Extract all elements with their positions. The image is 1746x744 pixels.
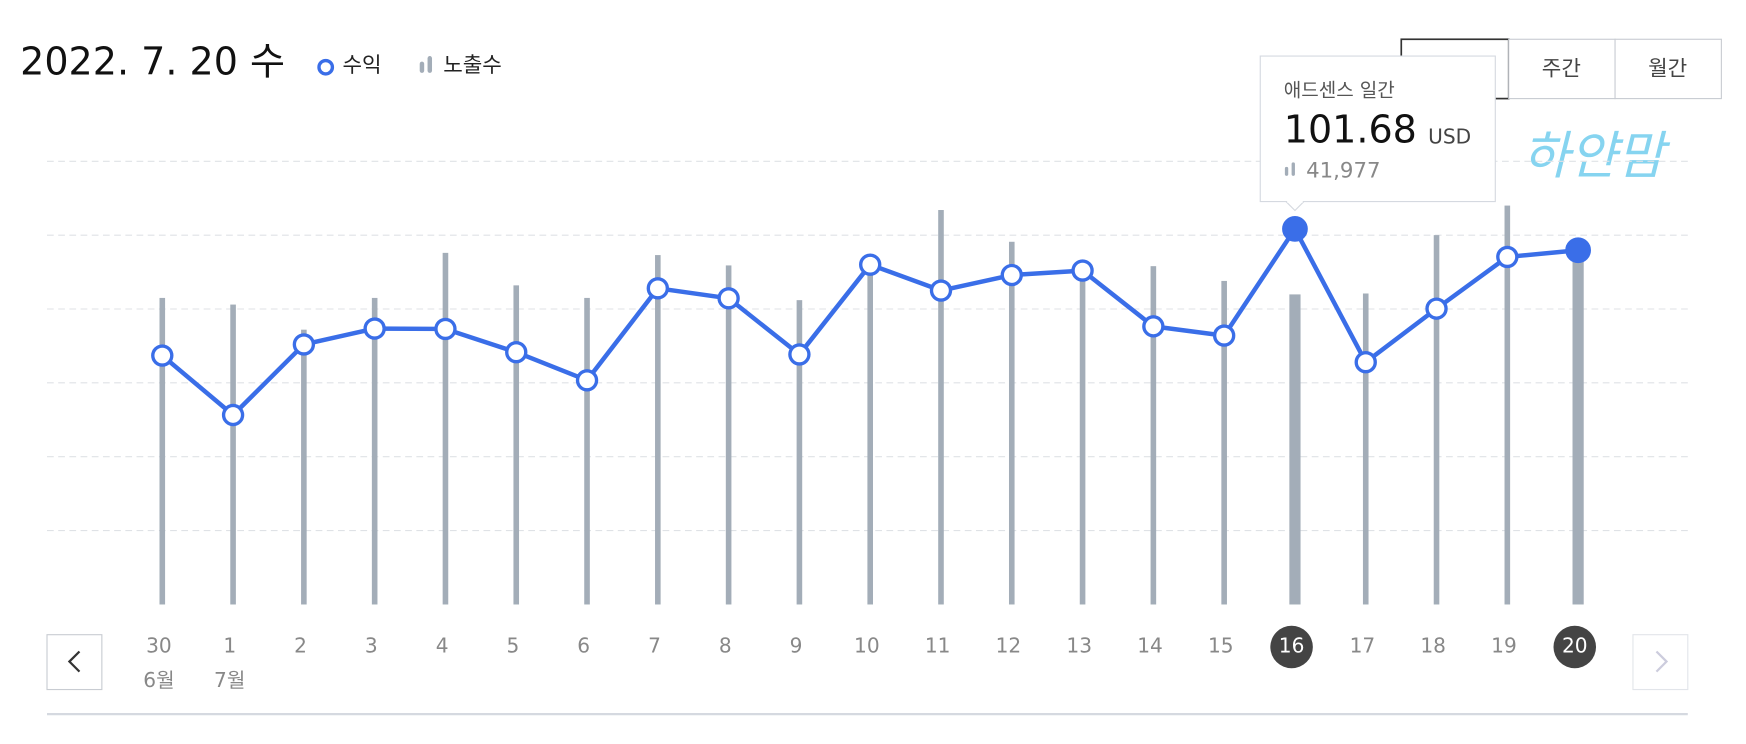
point: [717, 287, 740, 310]
legend-bar-icon: [427, 56, 433, 73]
tooltip-impressions: 41,977: [1306, 158, 1380, 183]
point: [221, 403, 245, 427]
point: [929, 279, 953, 302]
point: [1354, 350, 1377, 374]
bar: [725, 265, 732, 605]
legend-label: 노출수: [443, 53, 502, 78]
x-tick-label: 2: [294, 634, 307, 658]
point: [1496, 245, 1519, 269]
x-tick-sublabel: 6월: [143, 668, 174, 692]
x-tick-label: 5: [506, 634, 519, 658]
x-tick-label: 11: [925, 634, 951, 658]
x-tick-label: 19: [1491, 634, 1517, 658]
prev-button[interactable]: [46, 634, 103, 691]
bar: [301, 329, 307, 605]
x-tick-label: 17: [1350, 634, 1376, 658]
point: [292, 333, 316, 356]
watermark: 하얀맘: [1522, 127, 1671, 187]
bar: [796, 300, 803, 605]
tooltip-pointer: [1284, 200, 1306, 212]
point: [151, 344, 174, 367]
bar: [1362, 293, 1369, 605]
point: [434, 317, 457, 341]
point: [788, 343, 811, 366]
prev-arrow: [67, 650, 81, 673]
period-button[interactable]: [1614, 38, 1722, 100]
bar: [159, 297, 166, 605]
x-tick-label: 16: [1279, 634, 1305, 658]
x-tick-label: 20: [1562, 634, 1588, 658]
point: [1565, 237, 1591, 264]
tooltip-icon: [1291, 162, 1295, 176]
point: [1212, 324, 1236, 347]
tooltip-icon: [1284, 166, 1289, 176]
x-tick-label: 3: [365, 634, 378, 658]
x-tick-highlight: [1270, 625, 1313, 669]
bar: [584, 297, 590, 605]
x-tick-label: 4: [436, 634, 449, 658]
point: [1071, 259, 1094, 282]
bar: [230, 304, 236, 605]
x-tick-label: 12: [996, 634, 1022, 658]
point: [646, 277, 670, 300]
bar: [1008, 241, 1015, 605]
point: [363, 317, 386, 340]
bar: [1079, 266, 1086, 605]
next-arrow: [1655, 650, 1669, 673]
bar: [1572, 255, 1584, 605]
tooltip-title: 애드센스 일간: [1284, 79, 1395, 101]
point: [859, 253, 882, 276]
tooltip-box: [1259, 55, 1496, 203]
point: [505, 341, 528, 364]
legend-line-icon: [317, 58, 335, 76]
point: [1425, 297, 1448, 320]
point: [575, 369, 599, 392]
tooltip: 애드센스 일간 101.68 USD 41,977: [1259, 55, 1496, 212]
legend-bar-icon: [419, 61, 425, 73]
point: [1000, 263, 1023, 287]
x-tick-label: 7: [648, 634, 661, 658]
x-tick-label: 6: [577, 634, 590, 658]
bar: [655, 255, 661, 605]
x-tick-label: 13: [1066, 634, 1092, 658]
bar: [371, 297, 378, 605]
x-tick-label: 14: [1137, 634, 1163, 658]
x-tick-label: 1: [223, 634, 236, 658]
legend-label: 수익: [342, 53, 381, 78]
bar: [1289, 294, 1301, 605]
next-button[interactable]: [1632, 634, 1689, 691]
tooltip-unit: USD: [1428, 124, 1471, 148]
bar: [1433, 235, 1440, 605]
bar: [513, 285, 520, 605]
x-tick-label: 30: [146, 634, 172, 658]
x-tick-highlight: [1553, 625, 1597, 669]
x-tick-label: 8: [719, 634, 732, 658]
x-tick-sublabel: 7월: [214, 668, 245, 692]
bar: [867, 263, 873, 605]
plot-area: 30 6월 1 7월 2 3 4 5 6 7 8 9 10 11 12 13 14 15 16 17 18 19 20: [47, 160, 1691, 692]
chart-title: 2022. 7. 20 수: [20, 39, 285, 83]
bar: [938, 210, 944, 605]
x-tick-label: 18: [1420, 634, 1446, 658]
x-tick-label: 10: [854, 634, 880, 658]
x-tick-label: 15: [1208, 634, 1234, 658]
bar: [442, 252, 449, 605]
period-button-label[interactable]: 주간: [1542, 56, 1581, 81]
period-button[interactable]: [1508, 38, 1616, 100]
period-button-label[interactable]: 월간: [1648, 56, 1687, 81]
tooltip-value: 101.68: [1284, 108, 1417, 152]
x-tick-label: 9: [790, 634, 803, 658]
point: [1282, 216, 1308, 242]
bar: [1150, 266, 1157, 605]
point: [1142, 315, 1165, 338]
bar: [1504, 205, 1511, 605]
bar: [1221, 280, 1227, 605]
